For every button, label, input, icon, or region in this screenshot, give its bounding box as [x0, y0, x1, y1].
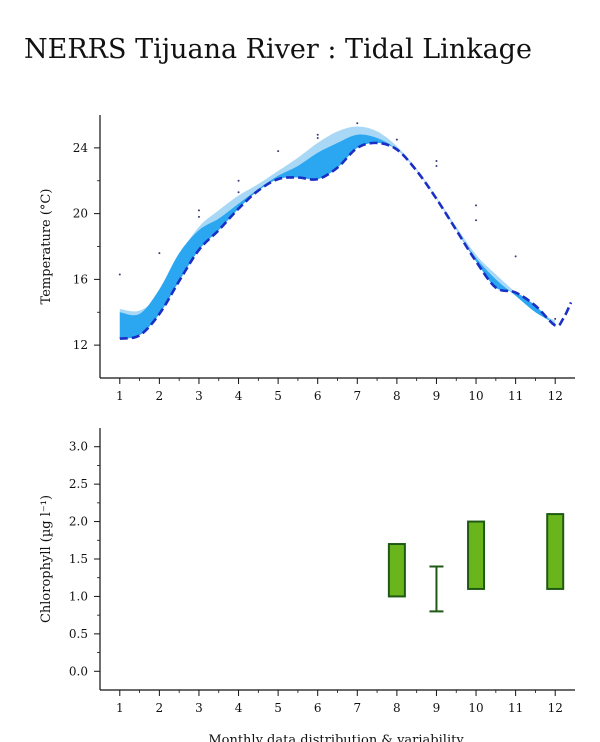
- temp-data-point: [197, 215, 200, 218]
- chl-x-tick-label: 6: [314, 701, 322, 715]
- temp-y-tick-label: 20: [73, 207, 88, 221]
- temp-x-tick-label: 3: [195, 389, 203, 403]
- chl-x-tick-label: 7: [353, 701, 361, 715]
- chl-box: [546, 513, 565, 590]
- footer-label: Monthly data distribution & variability: [208, 733, 464, 742]
- chl-x-tick-label: 5: [274, 701, 282, 715]
- temp-data-point: [356, 122, 359, 125]
- temp-data-point: [197, 209, 200, 212]
- chl-x-tick-label: 9: [433, 701, 441, 715]
- chl-x-tick-label: 8: [393, 701, 401, 715]
- temp-data-point: [435, 160, 438, 163]
- chl-y-tick-label: 0.5: [69, 627, 88, 641]
- chl-box: [387, 543, 406, 598]
- chl-y-tick-label: 1.0: [69, 589, 88, 603]
- temp-data-point: [395, 138, 398, 141]
- chl-box: [467, 520, 486, 590]
- temp-x-tick-label: 8: [393, 389, 401, 403]
- chl-x-tick-label: 10: [468, 701, 483, 715]
- temp-data-point: [475, 219, 478, 222]
- chl-x-tick-label: 11: [508, 701, 523, 715]
- temp-x-tick-label: 6: [314, 389, 322, 403]
- chl-y-tick-label: 2.5: [69, 477, 88, 491]
- temp-data-point: [118, 273, 121, 276]
- temp-data-point: [316, 133, 319, 136]
- chl-y-tick-label: 1.5: [69, 552, 88, 566]
- temp-y-tick-label: 12: [73, 338, 88, 352]
- chl-y-tick-label: 0.0: [69, 664, 88, 678]
- temp-x-tick-label: 1: [116, 389, 124, 403]
- temp-x-tick-label: 4: [235, 389, 243, 403]
- chl-y-tick-label: 3.0: [69, 440, 88, 454]
- temp-x-tick-label: 7: [353, 389, 361, 403]
- chlorophyll-chart: 1 2 3 4 5 6 7 8 9 10 11 120.00.51.01.52.02.53.0Chlo…: [39, 428, 575, 715]
- temp-data-point: [237, 179, 240, 182]
- temp-x-tick-label: 2: [156, 389, 164, 403]
- chl-x-tick-label: 12: [548, 701, 563, 715]
- temp-data-point: [514, 255, 517, 258]
- temp-data-point: [435, 164, 438, 167]
- temp-data-point: [554, 317, 557, 320]
- chl-y-axis-label: Chlorophyll (µg l⁻¹): [39, 495, 54, 623]
- temp-data-point: [316, 137, 319, 140]
- temp-data-point: [277, 150, 280, 153]
- page-title: NERRS Tijuana River : Tidal Linkage: [24, 34, 532, 65]
- temp-band-dark: [119, 134, 556, 339]
- temp-x-tick-label: 9: [433, 389, 441, 403]
- temp-data-point: [158, 252, 161, 255]
- temp-data-point: [237, 191, 240, 194]
- temp-x-tick-label: 10: [468, 389, 483, 403]
- chl-x-tick-label: 2: [156, 701, 164, 715]
- chl-x-tick-label: 1: [116, 701, 124, 715]
- temp-x-tick-label: 11: [508, 389, 523, 403]
- temp-data-point: [475, 204, 478, 207]
- temp-y-tick-label: 16: [73, 272, 88, 286]
- temp-x-tick-label: 5: [274, 389, 282, 403]
- chl-x-tick-label: 3: [195, 701, 203, 715]
- temp-y-tick-label: 24: [73, 141, 89, 155]
- temp-mean-line: [119, 141, 573, 340]
- chl-y-tick-label: 2.0: [69, 515, 88, 529]
- chl-x-tick-label: 4: [235, 701, 243, 715]
- temp-x-tick-label: 12: [548, 389, 563, 403]
- temp-y-axis-label: Temperature (°C): [39, 189, 54, 305]
